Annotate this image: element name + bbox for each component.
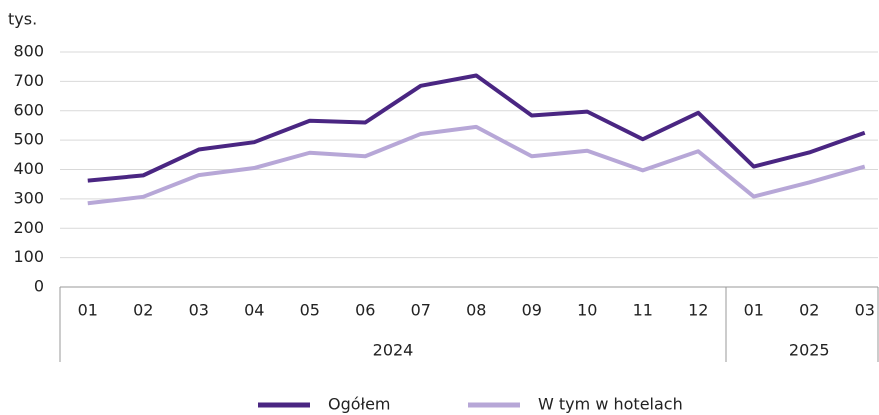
group-label: 2025 (789, 341, 830, 360)
y-tick-label: 800 (13, 42, 44, 61)
y-tick-label: 500 (13, 130, 44, 149)
line-series (87, 73, 866, 183)
x-tick-label: 01 (78, 301, 98, 320)
y-tick-label: 0 (34, 277, 44, 296)
x-tick-label: 01 (744, 301, 764, 320)
x-tick-label: 03 (189, 301, 209, 320)
x-tick-label: 12 (688, 301, 708, 320)
y-tick-label: 700 (13, 71, 44, 90)
y-tick-label: 100 (13, 247, 44, 266)
x-tick-label: 07 (411, 301, 431, 320)
x-tick-label: 09 (522, 301, 542, 320)
legend-label: W tym w hotelach (538, 395, 683, 414)
y-tick-label: 600 (13, 100, 44, 119)
y-tick-label: 200 (13, 218, 44, 237)
x-tick-label: 02 (799, 301, 819, 320)
y-tick-label: 300 (13, 188, 44, 207)
x-tick-label: 03 (855, 301, 875, 320)
x-tick-label: 06 (355, 301, 375, 320)
x-tick-label: 08 (466, 301, 486, 320)
x-tick-label: 05 (300, 301, 320, 320)
x-tick-label: 04 (244, 301, 264, 320)
x-tick-label: 10 (577, 301, 597, 320)
y-tick-label: 400 (13, 159, 44, 178)
group-label: 2024 (373, 341, 414, 360)
line-series (87, 124, 866, 206)
x-tick-label: 02 (133, 301, 153, 320)
x-tick-label: 11 (633, 301, 653, 320)
y-axis-label: tys. (8, 10, 37, 29)
legend-label: Ogółem (328, 395, 391, 414)
